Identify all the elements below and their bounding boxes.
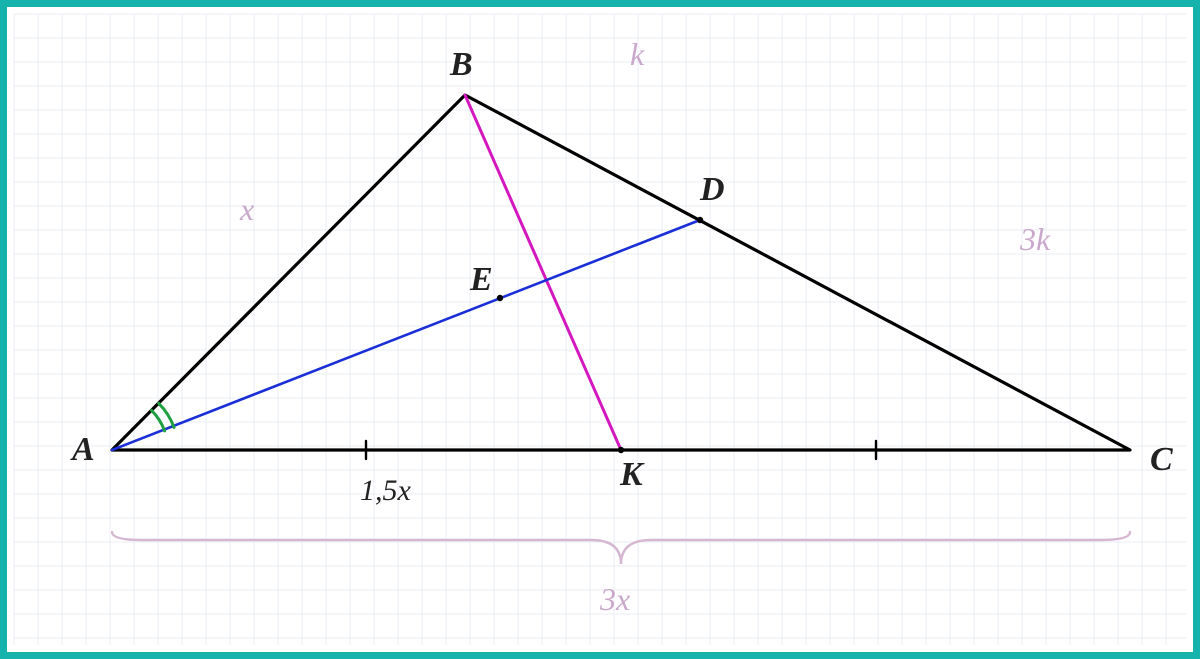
point-k [618,447,624,453]
annotation-3x: 3x [599,581,630,617]
label-k: K [619,456,645,493]
label-c: C [1150,441,1173,478]
label-e: E [469,261,493,298]
label-b: B [449,46,473,83]
point-e [497,295,503,301]
point-d [697,217,703,223]
annotation-x: x [239,191,254,227]
annotation-k: k [630,36,645,72]
label-a: A [70,431,95,468]
annotation-1_5x: 1,5x [360,474,412,507]
label-d: D [699,171,725,208]
paper [14,14,1186,645]
annotation-3k: 3k [1019,221,1051,257]
